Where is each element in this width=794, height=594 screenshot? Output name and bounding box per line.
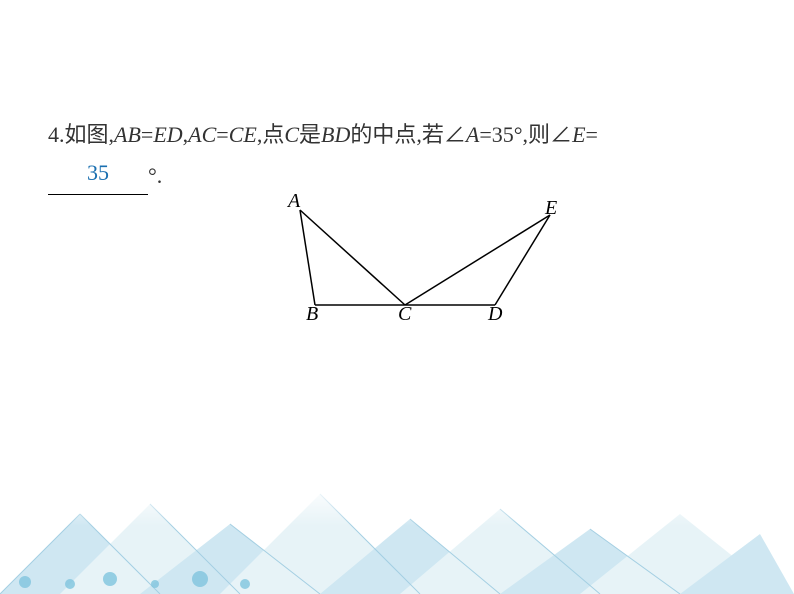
point-c: C — [284, 122, 299, 147]
answer-blank: 35 — [48, 155, 148, 196]
line-ab — [300, 210, 315, 305]
mid-text3: 的中点,若∠ — [350, 122, 466, 147]
eq2-right: CE — [229, 122, 257, 147]
label-c: C — [398, 303, 411, 326]
label-b: B — [306, 303, 318, 326]
footer-decoration — [0, 484, 794, 594]
question-number: 4. — [48, 122, 65, 147]
answer-value: 35 — [87, 160, 109, 185]
angle-a: A — [466, 122, 479, 147]
eq2-left: AC — [188, 122, 216, 147]
eq1-left: AB — [114, 122, 141, 147]
suffix: = — [586, 122, 598, 147]
text-prefix: 如图, — [65, 122, 115, 147]
line-ac — [300, 210, 405, 305]
line-ce — [405, 215, 550, 305]
angle-a-val: =35°,则∠ — [479, 122, 572, 147]
label-d: D — [488, 303, 502, 326]
angle-e: E — [572, 122, 585, 147]
label-e: E — [545, 197, 557, 220]
mid-text2: 是 — [299, 122, 321, 147]
question-text: 4.如图,AB=ED,AC=CE,点C是BD的中点,若∠A=35°,则∠E= 3… — [48, 115, 746, 195]
degree-suffix: °. — [148, 163, 162, 188]
question-content: 4.如图,AB=ED,AC=CE,点C是BD的中点,若∠A=35°,则∠E= 3… — [48, 115, 746, 195]
geometry-diagram: A B C D E — [270, 195, 570, 335]
label-a: A — [288, 190, 300, 213]
segment-bd: BD — [321, 122, 350, 147]
eq1-right: ED — [153, 122, 182, 147]
mid-text1: ,点 — [257, 122, 285, 147]
line-de — [495, 215, 550, 305]
